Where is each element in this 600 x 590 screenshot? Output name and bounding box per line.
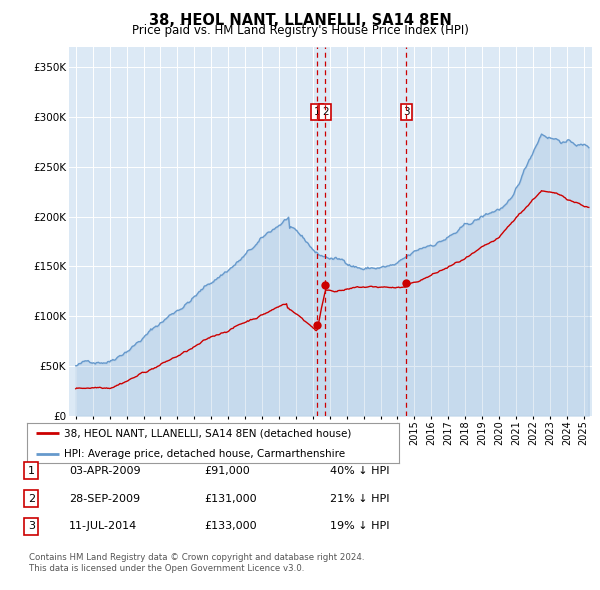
Text: Price paid vs. HM Land Registry's House Price Index (HPI): Price paid vs. HM Land Registry's House … [131, 24, 469, 37]
Text: HPI: Average price, detached house, Carmarthenshire: HPI: Average price, detached house, Carm… [64, 450, 346, 460]
Text: 40% ↓ HPI: 40% ↓ HPI [330, 466, 389, 476]
Text: 1: 1 [314, 107, 320, 117]
Text: This data is licensed under the Open Government Licence v3.0.: This data is licensed under the Open Gov… [29, 565, 304, 573]
Text: £131,000: £131,000 [204, 494, 257, 503]
Text: 21% ↓ HPI: 21% ↓ HPI [330, 494, 389, 503]
Text: Contains HM Land Registry data © Crown copyright and database right 2024.: Contains HM Land Registry data © Crown c… [29, 553, 364, 562]
Text: £133,000: £133,000 [204, 522, 257, 531]
Text: £91,000: £91,000 [204, 466, 250, 476]
Text: 1: 1 [28, 466, 35, 476]
Text: 11-JUL-2014: 11-JUL-2014 [69, 522, 137, 531]
Text: 38, HEOL NANT, LLANELLI, SA14 8EN (detached house): 38, HEOL NANT, LLANELLI, SA14 8EN (detac… [64, 428, 352, 438]
Text: 3: 3 [403, 107, 410, 117]
Text: 28-SEP-2009: 28-SEP-2009 [69, 494, 140, 503]
Text: 3: 3 [28, 522, 35, 531]
Text: 2: 2 [28, 494, 35, 503]
Text: 03-APR-2009: 03-APR-2009 [69, 466, 140, 476]
Text: 19% ↓ HPI: 19% ↓ HPI [330, 522, 389, 531]
Text: 38, HEOL NANT, LLANELLI, SA14 8EN: 38, HEOL NANT, LLANELLI, SA14 8EN [149, 13, 451, 28]
Text: 2: 2 [322, 107, 329, 117]
